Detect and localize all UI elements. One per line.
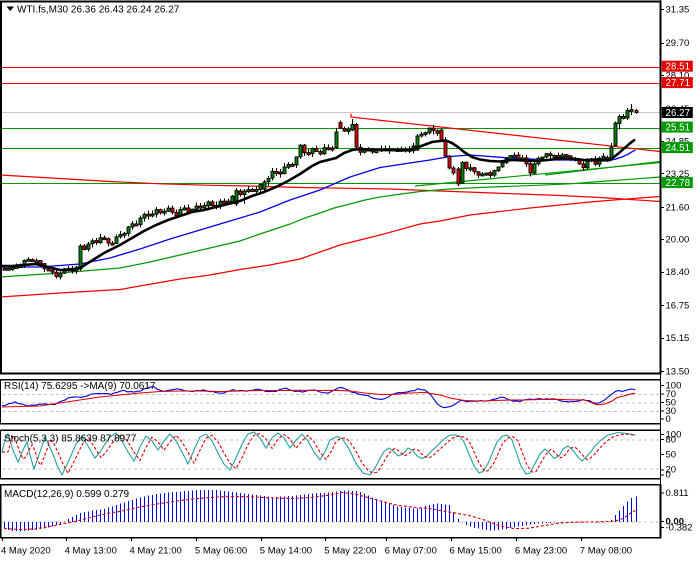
svg-text:-0.382: -0.382 — [666, 523, 693, 534]
svg-text:30: 30 — [666, 406, 677, 417]
svg-text:RSI(14) 75.6295 ->MA(9) 70.06: RSI(14) 75.6295 ->MA(9) 70.0617 — [4, 381, 156, 392]
svg-text:24.51: 24.51 — [666, 143, 691, 154]
svg-text:0: 0 — [666, 414, 671, 425]
svg-text:28.51: 28.51 — [666, 62, 691, 73]
svg-text:20.00: 20.00 — [666, 235, 690, 246]
svg-text:13.50: 13.50 — [666, 366, 690, 377]
svg-text:70: 70 — [666, 389, 677, 400]
svg-text:22.78: 22.78 — [666, 178, 691, 189]
svg-text:20: 20 — [666, 465, 677, 476]
svg-text:31.35: 31.35 — [666, 5, 690, 16]
svg-text:100: 100 — [666, 380, 682, 391]
svg-text:6 May 07:00: 6 May 07:00 — [385, 546, 437, 557]
svg-text:23.25: 23.25 — [666, 169, 690, 180]
svg-text:24.85: 24.85 — [666, 136, 690, 147]
svg-text:18.40: 18.40 — [666, 267, 690, 278]
svg-text:29.70: 29.70 — [666, 38, 690, 49]
svg-text:21.60: 21.60 — [666, 202, 690, 213]
svg-text:0.811: 0.811 — [666, 488, 689, 499]
svg-text:0.00: 0.00 — [666, 516, 685, 527]
svg-text:15.15: 15.15 — [666, 333, 690, 344]
svg-text:26.27: 26.27 — [666, 108, 691, 119]
svg-text:50: 50 — [666, 397, 677, 408]
svg-text:4 May 13:00: 4 May 13:00 — [65, 546, 117, 557]
svg-text:28.10: 28.10 — [666, 71, 690, 82]
svg-text:16.75: 16.75 — [666, 301, 690, 312]
svg-text:4 May 2020: 4 May 2020 — [1, 546, 51, 557]
svg-text:5 May 22:00: 5 May 22:00 — [324, 546, 376, 557]
svg-text:0: 0 — [666, 470, 671, 481]
svg-text:6 May 15:00: 6 May 15:00 — [450, 546, 502, 557]
svg-text:50: 50 — [666, 449, 677, 460]
svg-text:Stoch(5,3,3) 85.8639 87.8977: Stoch(5,3,3) 85.8639 87.8977 — [4, 434, 137, 445]
svg-text:100: 100 — [666, 429, 682, 440]
svg-text:25.51: 25.51 — [666, 123, 691, 134]
svg-text:4 May 21:00: 4 May 21:00 — [130, 546, 182, 557]
svg-text:MACD(12,26,9) 0.599 0.279: MACD(12,26,9) 0.599 0.279 — [4, 489, 130, 500]
svg-text:5 May 14:00: 5 May 14:00 — [260, 546, 312, 557]
svg-text:7 May 08:00: 7 May 08:00 — [580, 546, 632, 557]
svg-text:6 May 23:00: 6 May 23:00 — [515, 546, 567, 557]
svg-text:WTI.fs,M30 26.36 26.43 26.24: WTI.fs,M30 26.36 26.43 26.24 26.27 — [17, 4, 180, 15]
svg-text:27.71: 27.71 — [666, 78, 691, 89]
svg-text:5 May 06:00: 5 May 06:00 — [195, 546, 247, 557]
svg-text:80: 80 — [666, 434, 677, 445]
